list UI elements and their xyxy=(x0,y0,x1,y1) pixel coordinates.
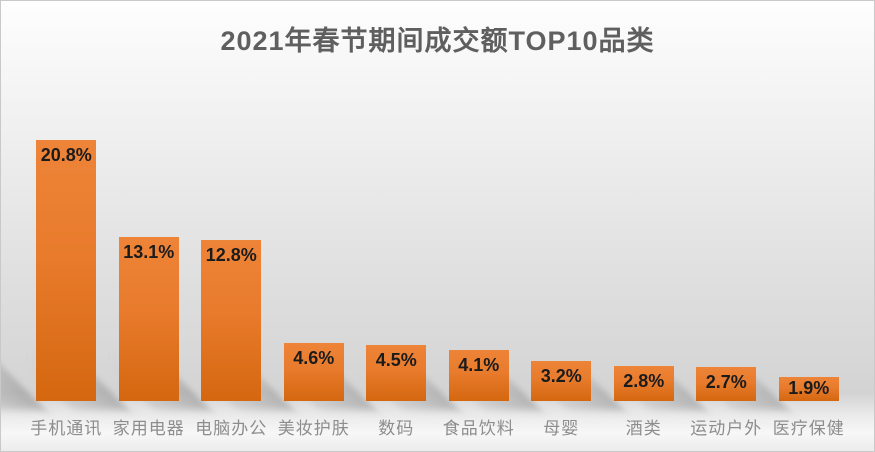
bar-cell: 2.8% xyxy=(529,91,686,410)
bar-cell: 4.6% xyxy=(196,91,356,410)
bar: 13.1% xyxy=(118,237,179,401)
bar-cell: 4.5% xyxy=(279,91,438,410)
x-axis-label: 数码 xyxy=(378,419,415,438)
x-axis-label: 家用电器 xyxy=(112,419,185,438)
bars-row: 20.8% 13.1% 12.8% 4.6% 4.5% 4.1% 3.2% 2.8% 2.7% 1… xyxy=(1,91,851,410)
bar-value-label: 1.9% xyxy=(788,378,830,398)
bar: 20.8% xyxy=(36,140,97,401)
bar-chart-plot: 20.8% 13.1% 12.8% 4.6% 4.5% 4.1% 3.2% 2.8% 2.7% 1… xyxy=(1,91,851,410)
bar-cell: 13.1% xyxy=(14,91,191,410)
bar-cell: 2.7% xyxy=(613,91,768,410)
x-axis-label: 运动户外 xyxy=(690,419,763,438)
bar-value-label: 12.8% xyxy=(205,245,257,265)
bar: 12.8% xyxy=(201,240,262,401)
x-axis-labels: 手机通讯 家用电器 电脑办公 美妆护肤 数码 食品饮料 母婴 酒类 运动户外 医疗保健 xyxy=(25,414,850,439)
chart-title: 2021年春节期间成交额TOP10品类 xyxy=(220,26,655,56)
bar-value-label: 2.7% xyxy=(705,372,747,392)
bar-cell: 4.1% xyxy=(362,91,521,410)
x-axis-label: 酒类 xyxy=(625,419,662,438)
bar: 3.2% xyxy=(531,361,592,401)
bar: 2.7% xyxy=(696,367,757,401)
bar-cell: 3.2% xyxy=(447,91,603,410)
x-axis-label: 美妆护肤 xyxy=(277,419,350,438)
x-axis-label: 食品饮料 xyxy=(442,419,515,438)
bar: 4.6% xyxy=(283,343,344,401)
bar-cell: 20.8% xyxy=(1,91,108,410)
bar-value-label: 20.8% xyxy=(40,145,92,165)
bar: 2.8% xyxy=(613,366,674,401)
bar-value-label: 4.1% xyxy=(458,355,500,375)
bar-cell: 1.9% xyxy=(696,91,851,410)
bar-value-label: 2.8% xyxy=(623,371,665,391)
bar-value-label: 3.2% xyxy=(540,366,582,386)
x-axis-label: 医疗保健 xyxy=(772,419,845,438)
bar: 4.5% xyxy=(366,345,427,401)
bar: 4.1% xyxy=(448,350,509,401)
x-axis-label: 电脑办公 xyxy=(195,419,268,438)
x-axis-label: 母婴 xyxy=(543,419,580,438)
x-axis-label: 手机通讯 xyxy=(30,419,103,438)
bar-value-label: 13.1% xyxy=(123,242,175,262)
bar: 1.9% xyxy=(778,377,839,401)
bar-value-label: 4.6% xyxy=(293,348,335,368)
bar-value-label: 4.5% xyxy=(375,350,417,370)
bar-cell: 12.8% xyxy=(97,91,273,410)
